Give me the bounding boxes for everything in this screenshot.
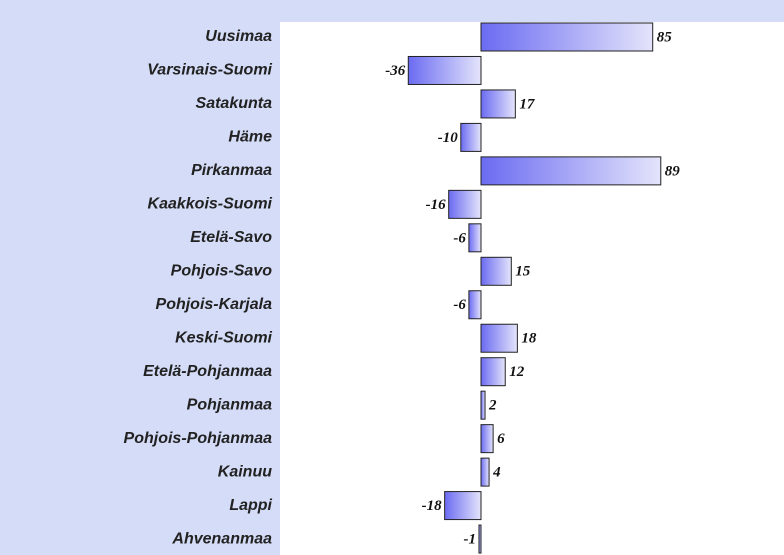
data-label: -6	[453, 230, 466, 246]
data-label: -6	[453, 297, 466, 313]
data-label: 15	[515, 264, 531, 280]
data-label: 18	[521, 331, 537, 347]
bar	[480, 323, 518, 353]
category-label: Pohjanmaa	[187, 396, 272, 413]
category-label: Lappi	[229, 497, 272, 514]
category-label: Pohjois-Karjala	[156, 296, 273, 313]
bar	[480, 22, 654, 52]
bar	[478, 524, 482, 554]
plot-area	[280, 22, 784, 555]
data-label: -16	[426, 197, 446, 213]
category-label: Kainuu	[218, 463, 272, 480]
category-label: Etelä-Pohjanmaa	[143, 363, 272, 380]
data-label: -36	[385, 63, 405, 79]
bar	[480, 457, 490, 487]
bar	[444, 491, 482, 521]
data-label: 2	[488, 398, 497, 414]
data-label: 6	[497, 431, 505, 447]
category-label: Pirkanmaa	[191, 162, 272, 179]
data-label: 85	[657, 29, 673, 45]
bar	[448, 189, 482, 219]
bar	[407, 55, 482, 85]
category-label: Keski-Suomi	[175, 329, 272, 346]
bar	[480, 256, 512, 286]
bar	[480, 357, 506, 387]
data-label: -18	[422, 498, 442, 514]
bar	[460, 122, 482, 152]
category-label: Uusimaa	[205, 28, 272, 45]
bar	[480, 89, 516, 119]
category-label: Pohjois-Pohjanmaa	[124, 430, 273, 447]
data-label: 12	[509, 364, 525, 380]
category-label: Etelä-Savo	[190, 229, 272, 246]
category-label: Pohjois-Savo	[171, 263, 273, 280]
data-label: 89	[665, 163, 681, 179]
category-label: Satakunta	[196, 95, 273, 112]
data-label: -10	[438, 130, 458, 146]
category-label: Kaakkois-Suomi	[148, 196, 273, 213]
bar	[468, 223, 482, 253]
bar	[468, 290, 482, 320]
category-label: Ahvenanmaa	[171, 530, 272, 547]
data-label: 4	[492, 465, 501, 481]
data-label: 17	[519, 96, 535, 112]
bar	[480, 390, 486, 420]
data-label: -1	[463, 531, 476, 547]
category-label: Varsinais-Suomi	[147, 62, 272, 79]
bar	[480, 424, 494, 454]
category-label: Häme	[228, 129, 272, 146]
bar	[480, 156, 662, 186]
